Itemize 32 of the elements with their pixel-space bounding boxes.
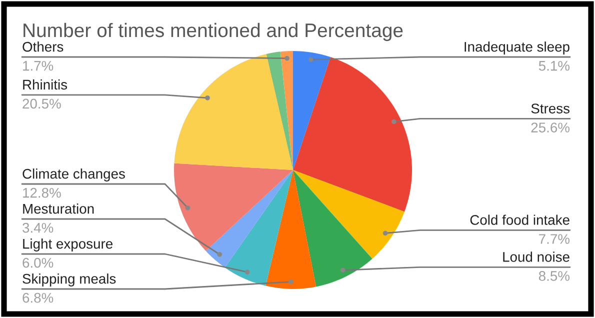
- slice-label: Others: [22, 42, 64, 52]
- data-label: 6.0%: [22, 258, 54, 268]
- data-label: 20.5%: [22, 98, 61, 109]
- pie-slice: [206, 170, 293, 268]
- pie-slice: [266, 170, 316, 289]
- data-label: 12.8%: [23, 188, 61, 198]
- pie-slice: [174, 163, 293, 251]
- data-label: 5.1%: [538, 60, 570, 71]
- slice-label: Light exposure: [23, 238, 112, 252]
- data-label: 7.7%: [539, 234, 570, 244]
- pie-slice: [280, 51, 293, 170]
- slice-label: Inadequate sleep: [464, 42, 570, 54]
- pie-slice: [293, 51, 330, 170]
- pie-slice: [224, 170, 293, 286]
- pie-slice: [293, 57, 412, 212]
- data-label: 1.7%: [23, 60, 54, 71]
- slice-label: Cold food intake: [470, 214, 570, 225]
- pie-slice: [293, 170, 372, 287]
- slice-label: Rhinitis: [23, 79, 68, 90]
- data-label: 8.5%: [538, 271, 570, 281]
- slice-label: Stress: [531, 104, 570, 114]
- data-label: 3.4%: [22, 222, 54, 233]
- data-label: 25.6%: [531, 122, 570, 132]
- slice-label: Loud noise: [503, 252, 570, 262]
- pie-slice: [174, 54, 293, 170]
- pie-slice: [293, 170, 404, 259]
- slice-label: Mesturation: [23, 204, 94, 214]
- pie-slice: [266, 52, 293, 170]
- slice-label: Skipping meals: [22, 274, 116, 286]
- slice-label: Climate changes: [22, 168, 125, 182]
- data-label: 6.8%: [22, 292, 54, 303]
- chart-title: Number of times mentioned and Percentage: [24, 22, 403, 42]
